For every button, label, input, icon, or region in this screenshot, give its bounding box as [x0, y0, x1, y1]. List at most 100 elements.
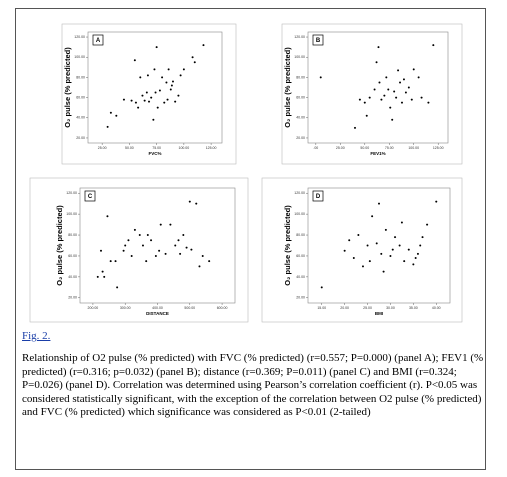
- data-point: [385, 76, 388, 79]
- data-point: [391, 248, 394, 251]
- y-tick-label: 60.00: [68, 254, 77, 258]
- data-point: [152, 118, 155, 121]
- x-tick-label: 40.00: [432, 306, 441, 310]
- y-tick-label: 120.00: [294, 35, 305, 39]
- x-tick-label: 35.00: [409, 306, 418, 310]
- y-tick-label: 100.00: [294, 55, 305, 59]
- data-point: [353, 126, 356, 129]
- data-point: [407, 248, 410, 251]
- y-tick-label: 60.00: [76, 96, 85, 100]
- y-tick-label: 40.00: [296, 116, 305, 120]
- y-tick-label: 100.00: [294, 212, 305, 216]
- data-point: [99, 249, 102, 252]
- data-point: [130, 99, 133, 102]
- data-point: [141, 244, 144, 247]
- data-point: [375, 242, 378, 245]
- data-point: [148, 100, 151, 103]
- data-point: [191, 56, 194, 59]
- y-tick-label: 80.00: [296, 75, 305, 79]
- y-tick-label: 60.00: [296, 96, 305, 100]
- plot-area: [307, 31, 449, 144]
- data-point: [373, 88, 376, 91]
- data-point: [103, 275, 106, 278]
- data-point: [150, 96, 153, 99]
- data-point: [127, 239, 130, 242]
- data-point: [368, 96, 371, 99]
- data-point: [366, 244, 369, 247]
- data-point: [384, 228, 387, 231]
- data-point: [101, 270, 104, 273]
- data-point: [193, 61, 196, 64]
- y-tick-label: 100.00: [74, 55, 85, 59]
- data-point: [174, 244, 177, 247]
- data-point: [363, 101, 366, 104]
- data-point: [198, 265, 201, 268]
- data-point: [419, 244, 422, 247]
- data-point: [159, 223, 162, 226]
- data-point: [391, 118, 394, 121]
- data-point: [165, 81, 168, 84]
- data-point: [435, 200, 438, 203]
- figure-link[interactable]: Fig. 2.: [22, 330, 51, 342]
- data-point: [365, 114, 368, 117]
- data-point: [146, 234, 149, 237]
- plot-area: [79, 187, 236, 304]
- y-tick-label: 80.00: [68, 233, 77, 237]
- x-tick-label: 100.00: [408, 146, 419, 150]
- y-tick-label: 20.00: [68, 296, 77, 300]
- x-tick-label: 50.00: [125, 146, 134, 150]
- x-tick-label: 125.00: [433, 146, 444, 150]
- y-tick-label: 40.00: [68, 275, 77, 279]
- data-point: [387, 88, 390, 91]
- data-point: [389, 254, 392, 257]
- data-point: [150, 239, 153, 242]
- data-point: [416, 252, 419, 255]
- data-point: [169, 88, 172, 91]
- data-point: [156, 106, 159, 109]
- y-tick-label: 80.00: [296, 233, 305, 237]
- data-point: [402, 78, 405, 81]
- data-point: [412, 263, 415, 266]
- data-point: [426, 223, 429, 226]
- data-point: [432, 44, 435, 47]
- panel-letter-box: [84, 190, 96, 202]
- data-point: [383, 94, 386, 97]
- data-point: [124, 244, 127, 247]
- data-point: [164, 252, 167, 255]
- x-tick-label: 15.00: [317, 306, 326, 310]
- data-point: [375, 61, 378, 64]
- data-point: [358, 98, 361, 101]
- data-point: [188, 200, 191, 203]
- data-point: [170, 84, 173, 87]
- data-point: [368, 260, 371, 263]
- x-axis-label: BMI: [375, 311, 383, 316]
- y-axis-label: O₂ pulse (% predicted): [283, 205, 292, 286]
- data-point: [154, 254, 157, 257]
- data-point: [394, 236, 397, 239]
- data-point: [130, 254, 133, 257]
- data-point: [427, 101, 430, 104]
- x-axis-label: FVC%: [148, 151, 161, 156]
- data-point: [357, 234, 360, 237]
- data-point: [378, 81, 381, 84]
- y-axis-label: O₂ pulse (% predicted): [55, 205, 64, 286]
- data-point: [167, 68, 170, 71]
- x-tick-label: 400.00: [152, 306, 163, 310]
- data-point: [106, 215, 109, 218]
- figure-frame: [15, 8, 486, 470]
- y-tick-label: 20.00: [296, 296, 305, 300]
- data-point: [163, 101, 166, 104]
- y-tick-label: 120.00: [74, 35, 85, 39]
- data-point: [393, 90, 396, 93]
- data-point: [201, 254, 204, 257]
- data-point: [399, 81, 402, 84]
- data-point: [154, 91, 157, 94]
- data-point: [141, 94, 144, 97]
- data-point: [348, 239, 351, 242]
- data-point: [185, 246, 188, 249]
- data-point: [380, 98, 383, 101]
- panel-letter: C: [88, 194, 93, 200]
- y-tick-label: 120.00: [294, 191, 305, 195]
- data-point: [177, 94, 180, 97]
